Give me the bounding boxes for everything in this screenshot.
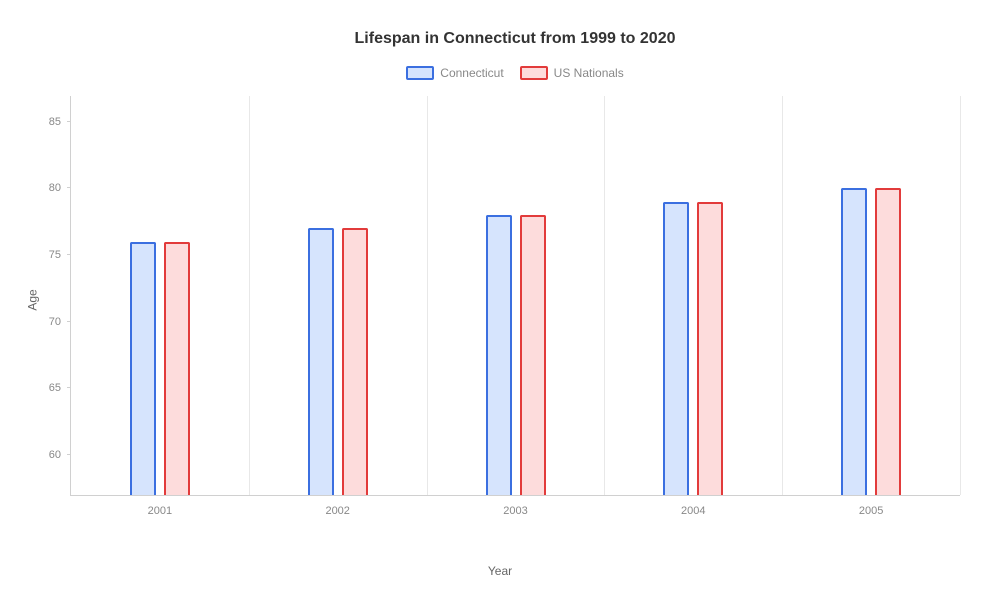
- bar-us-nationals[interactable]: [520, 215, 546, 495]
- y-tick-label: 60: [49, 449, 61, 461]
- x-tick-label: 2005: [859, 505, 883, 517]
- bar-group: [308, 228, 368, 495]
- bar-connecticut[interactable]: [486, 215, 512, 495]
- legend-item-connecticut[interactable]: Connecticut: [406, 66, 503, 80]
- y-tick-mark: [67, 254, 71, 255]
- x-tick-label: 2002: [325, 505, 349, 517]
- bar-us-nationals[interactable]: [164, 242, 190, 495]
- plot-area: 20012002200320042005606570758085: [70, 96, 960, 496]
- bar-connecticut[interactable]: [130, 242, 156, 495]
- y-axis-label: Age: [26, 289, 40, 310]
- gridline-v: [249, 96, 250, 495]
- bar-group: [486, 215, 546, 495]
- gridline-v: [604, 96, 605, 495]
- y-tick-label: 75: [49, 249, 61, 261]
- chart-title: Lifespan in Connecticut from 1999 to 202…: [70, 30, 960, 48]
- chart-container: Lifespan in Connecticut from 1999 to 202…: [0, 0, 1000, 600]
- bar-connecticut[interactable]: [308, 228, 334, 495]
- y-tick-mark: [67, 321, 71, 322]
- x-tick-label: 2003: [503, 505, 527, 517]
- legend-swatch-us-nationals: [520, 66, 548, 80]
- x-tick-label: 2004: [681, 505, 705, 517]
- y-tick-label: 85: [49, 116, 61, 128]
- x-axis-label: Year: [488, 564, 512, 578]
- y-tick-mark: [67, 187, 71, 188]
- gridline-v: [427, 96, 428, 495]
- legend-label: Connecticut: [440, 66, 503, 80]
- bar-group: [663, 202, 723, 495]
- legend: Connecticut US Nationals: [70, 66, 960, 80]
- bar-connecticut[interactable]: [663, 202, 689, 495]
- legend-label: US Nationals: [554, 66, 624, 80]
- y-tick-mark: [67, 121, 71, 122]
- y-tick-label: 70: [49, 316, 61, 328]
- bar-us-nationals[interactable]: [875, 188, 901, 495]
- y-tick-mark: [67, 387, 71, 388]
- legend-item-us-nationals[interactable]: US Nationals: [520, 66, 624, 80]
- y-tick-mark: [67, 454, 71, 455]
- bar-group: [130, 242, 190, 495]
- gridline-v: [960, 96, 961, 495]
- bar-connecticut[interactable]: [841, 188, 867, 495]
- y-tick-label: 80: [49, 182, 61, 194]
- bar-us-nationals[interactable]: [697, 202, 723, 495]
- gridline-v: [782, 96, 783, 495]
- legend-swatch-connecticut: [406, 66, 434, 80]
- y-tick-label: 65: [49, 382, 61, 394]
- x-tick-label: 2001: [148, 505, 172, 517]
- bar-us-nationals[interactable]: [342, 228, 368, 495]
- bar-group: [841, 188, 901, 495]
